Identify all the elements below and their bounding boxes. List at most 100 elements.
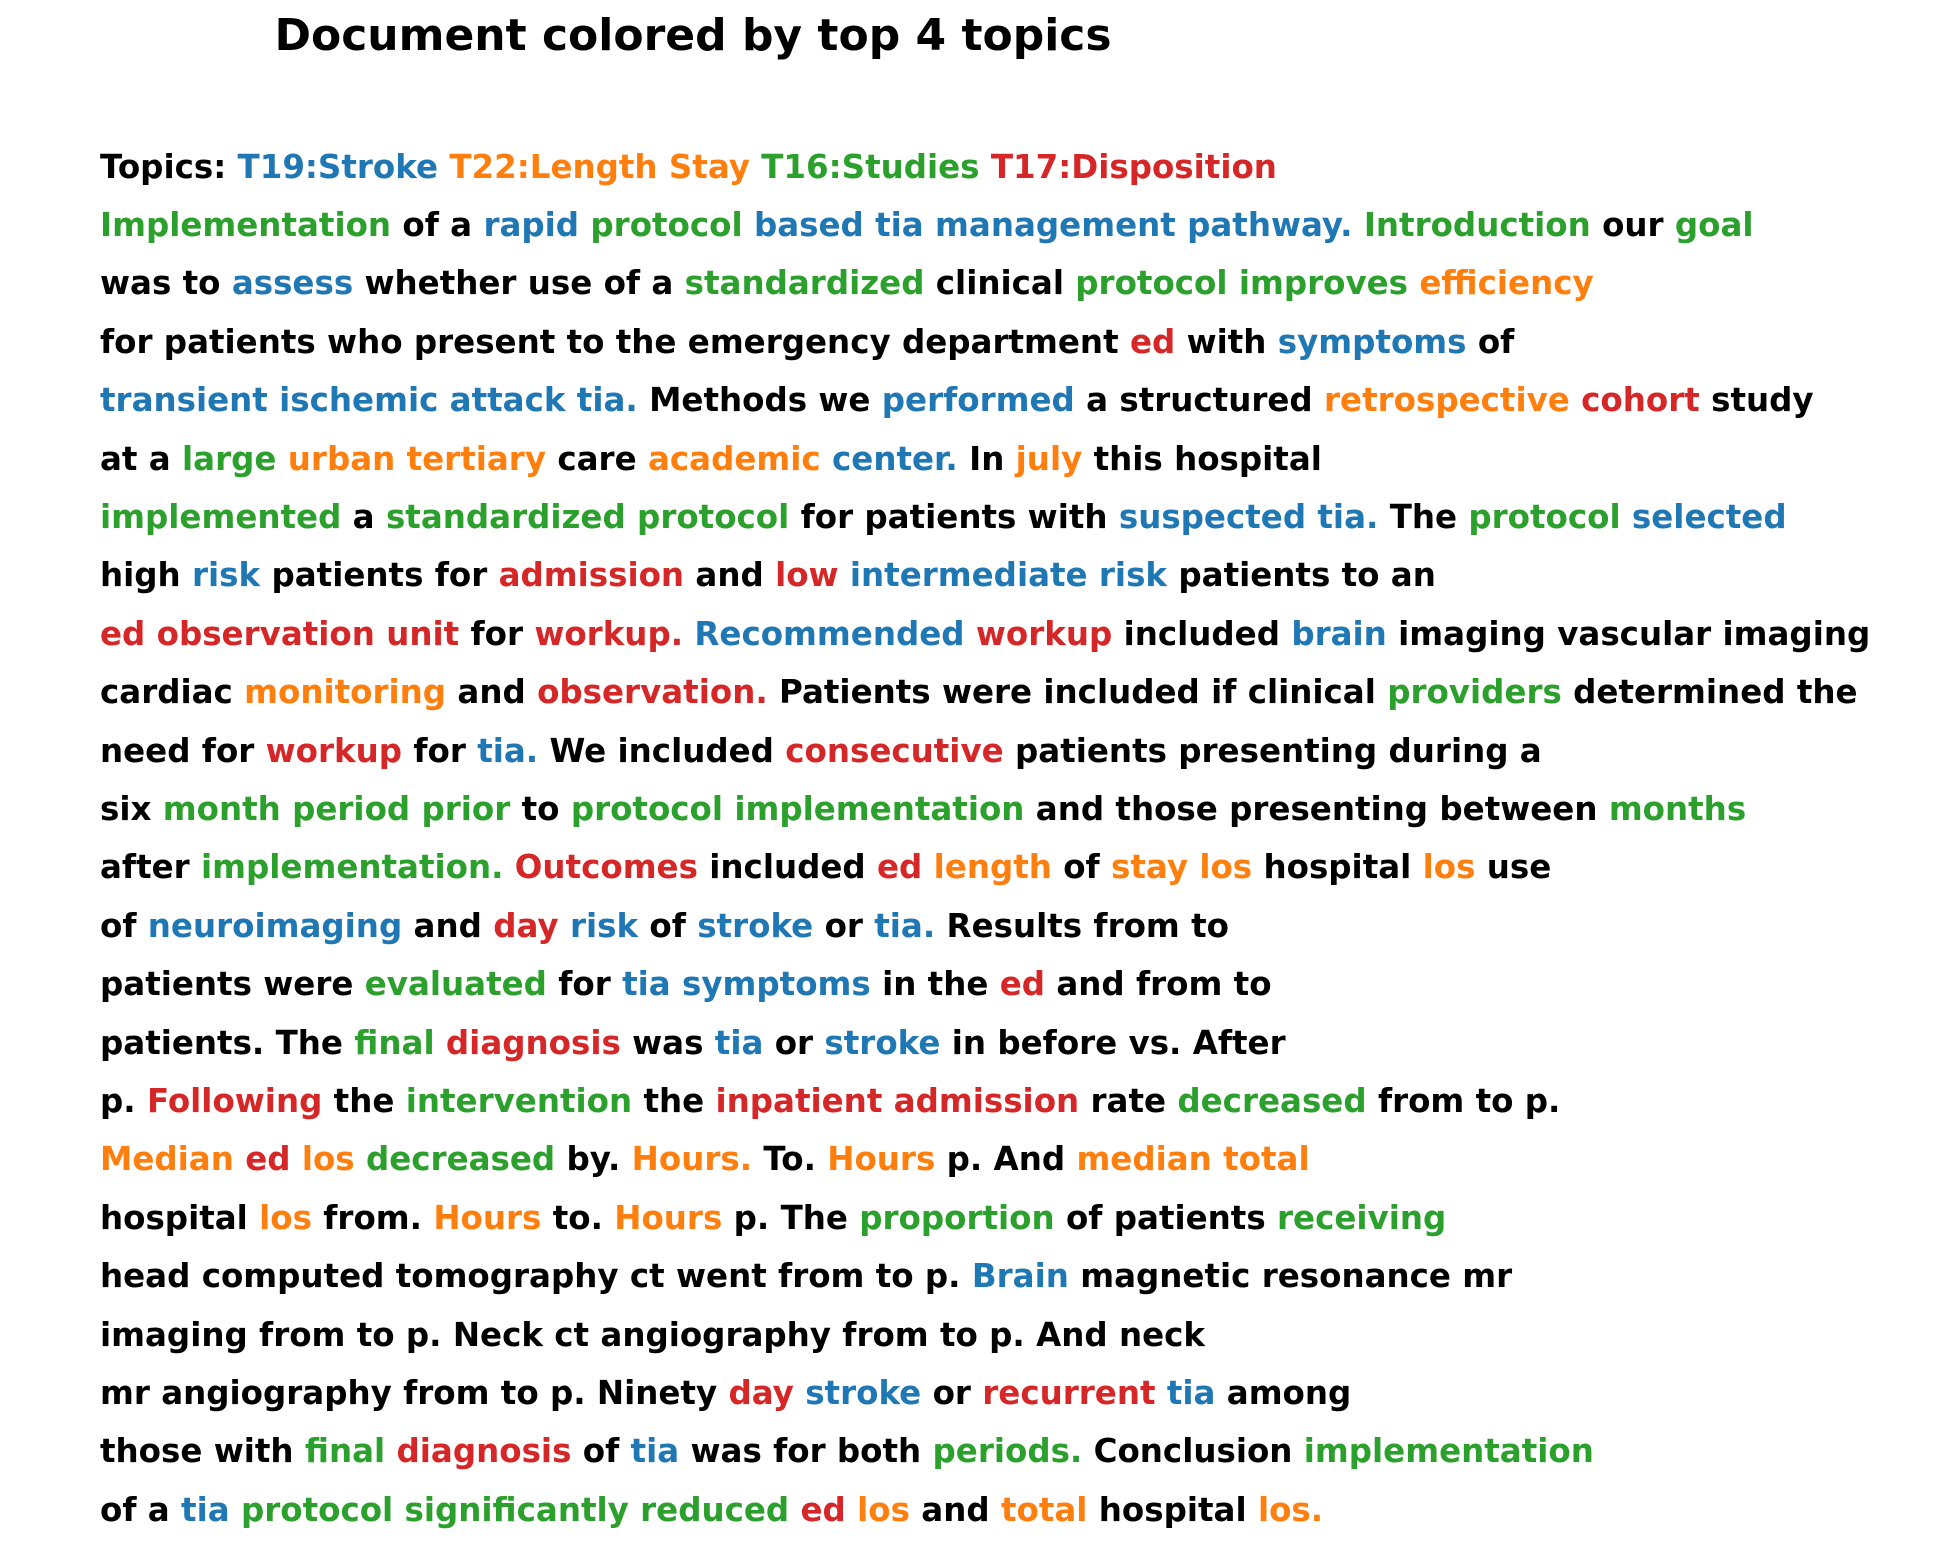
topic-span-t16: implementation bbox=[1303, 1432, 1594, 1471]
plain-text-span: was bbox=[632, 1023, 704, 1062]
plain-text-span: and bbox=[413, 906, 482, 945]
topic-span-t22: los. bbox=[1257, 1490, 1324, 1529]
topic-span-t19: center. bbox=[832, 439, 958, 478]
topic-span-t22: los bbox=[301, 1140, 355, 1179]
plain-text-span: p. bbox=[100, 1082, 136, 1120]
topic-span-t17: cohort bbox=[1581, 381, 1700, 420]
plain-text-span: patients for bbox=[271, 556, 488, 595]
topic-legend-t19: T19:Stroke bbox=[237, 148, 439, 186]
plain-text-span: clinical bbox=[935, 264, 1064, 303]
text-line: head computed tomography ct went from to… bbox=[100, 1247, 1512, 1305]
text-line: was to assess whether use of a standardi… bbox=[100, 254, 1594, 312]
topic-span-t19: symptoms bbox=[1277, 322, 1467, 361]
plain-text-span: and bbox=[921, 1490, 990, 1529]
plain-text-span: whether use of a bbox=[364, 264, 674, 303]
topic-span-t19: tia symptoms bbox=[622, 965, 871, 1004]
plain-text-span: for bbox=[470, 614, 523, 653]
topic-span-t22: urban tertiary bbox=[287, 439, 547, 478]
plain-text-span: six bbox=[100, 790, 152, 828]
text-line: implemented a standardized protocol for … bbox=[100, 488, 1787, 546]
plain-text-span: this hospital bbox=[1093, 439, 1322, 478]
topic-span-t19: suspected tia. bbox=[1118, 498, 1379, 536]
topic-span-t17: low bbox=[775, 556, 839, 595]
topic-span-t16: intervention bbox=[405, 1082, 633, 1120]
topic-span-t17: observation. bbox=[537, 673, 768, 712]
plain-text-span: hospital bbox=[1263, 848, 1412, 887]
topic-span-t22: stay los bbox=[1111, 848, 1253, 887]
text-line: for patients who present to the emergenc… bbox=[100, 313, 1514, 371]
plain-text-span: or bbox=[932, 1374, 971, 1412]
topic-span-t17: inpatient admission bbox=[715, 1082, 1080, 1120]
topic-span-t19: based tia management pathway. bbox=[753, 206, 1353, 244]
plain-text-span: the bbox=[643, 1082, 705, 1120]
topic-span-t17: day bbox=[728, 1374, 794, 1412]
topic-span-t17: recurrent bbox=[982, 1374, 1156, 1412]
topic-span-t16: protocol improves bbox=[1075, 264, 1409, 303]
topic-span-t22: median total bbox=[1076, 1140, 1310, 1179]
plain-text-span: to. bbox=[552, 1198, 603, 1237]
topic-span-t19: risk bbox=[569, 906, 639, 945]
plain-text-span: magnetic resonance mr bbox=[1080, 1257, 1513, 1296]
topic-span-t17: ed observation unit bbox=[100, 614, 460, 653]
text-line: need for workup for tia. We included con… bbox=[100, 722, 1542, 780]
plain-text-span: study bbox=[1711, 381, 1814, 420]
topic-span-t17: ed bbox=[1129, 322, 1176, 361]
plain-text-span: imaging from to p. Neck ct angiography f… bbox=[100, 1315, 1206, 1354]
plain-text-span: care bbox=[557, 439, 637, 478]
plain-text-span: of a bbox=[402, 206, 473, 244]
text-line: patients were evaluated for tia symptoms… bbox=[100, 955, 1272, 1013]
plain-text-span: a bbox=[352, 498, 375, 536]
topic-span-t16: decreased bbox=[1177, 1082, 1367, 1120]
topic-span-t22: los bbox=[259, 1198, 312, 1237]
plain-text-span: was for both bbox=[690, 1432, 922, 1471]
plain-text-span: to bbox=[521, 790, 560, 828]
topic-span-t17: admission bbox=[498, 556, 685, 595]
topic-span-t19: tia bbox=[714, 1023, 764, 1062]
topic-span-t17: workup bbox=[975, 614, 1113, 653]
plain-text-span: of bbox=[582, 1432, 620, 1471]
topics-legend-prefix: Topics: bbox=[100, 148, 227, 186]
plain-text-span: of bbox=[100, 906, 137, 945]
topic-span-t19: tia bbox=[630, 1432, 680, 1471]
topic-span-t17: day bbox=[493, 906, 559, 945]
topic-span-t19: stroke bbox=[697, 906, 814, 945]
topic-span-t22: Median bbox=[100, 1140, 234, 1179]
topic-span-t19: tia. bbox=[477, 731, 539, 770]
topic-span-t22: los bbox=[1422, 848, 1476, 887]
topic-span-t22: monitoring bbox=[244, 673, 447, 712]
topic-span-t16: protocol significantly reduced bbox=[240, 1490, 790, 1529]
text-line: six month period prior to protocol imple… bbox=[100, 780, 1746, 838]
plain-text-span: In bbox=[969, 439, 1005, 478]
topic-span-t16: Implementation bbox=[100, 206, 392, 244]
topic-span-t19: tia. bbox=[874, 906, 936, 945]
topic-span-t22: retrospective bbox=[1324, 381, 1570, 420]
topic-span-t16: months bbox=[1608, 790, 1747, 828]
plain-text-span: high bbox=[100, 556, 181, 595]
plain-text-span: of bbox=[1477, 322, 1515, 361]
plain-text-span: cardiac bbox=[100, 673, 233, 712]
plain-text-span: in the bbox=[882, 965, 989, 1004]
topic-span-t17: ed bbox=[999, 965, 1046, 1004]
text-line: hospital los from. Hours to. Hours p. Th… bbox=[100, 1189, 1446, 1247]
text-line: at a large urban tertiary care academic … bbox=[100, 430, 1322, 488]
topic-span-t22: academic bbox=[647, 439, 821, 478]
topic-span-t19: stroke bbox=[824, 1023, 941, 1062]
plain-text-span: from. bbox=[323, 1198, 423, 1237]
plain-text-span: the bbox=[333, 1082, 395, 1120]
plain-text-span: after bbox=[100, 848, 190, 887]
topic-span-t17: ed bbox=[245, 1140, 291, 1179]
text-line: imaging from to p. Neck ct angiography f… bbox=[100, 1306, 1205, 1364]
plain-text-span: those with bbox=[100, 1432, 294, 1471]
plain-text-span: use bbox=[1486, 848, 1552, 887]
plain-text-span: mr angiography from to p. Ninety bbox=[100, 1374, 718, 1412]
topic-span-t17: workup. bbox=[534, 614, 684, 653]
plain-text-span: The bbox=[1389, 498, 1458, 536]
plain-text-span: was to bbox=[100, 264, 221, 303]
plain-text-span: patients were bbox=[100, 965, 354, 1004]
topic-span-t19: assess bbox=[231, 264, 354, 303]
plain-text-span: patients presenting during a bbox=[1015, 731, 1542, 770]
topic-legend-t16: T16:Studies bbox=[761, 148, 980, 186]
topic-span-t19: rapid bbox=[483, 206, 580, 244]
plain-text-span: with bbox=[1186, 322, 1267, 361]
